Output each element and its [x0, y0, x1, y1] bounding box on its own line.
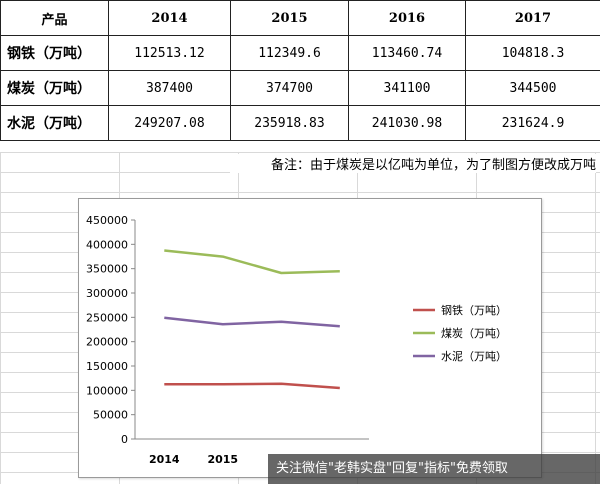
series-line-0: [164, 382, 340, 390]
row-label-coal[interactable]: 煤炭（万吨）: [0, 70, 109, 106]
y-tick-label: 200000: [86, 336, 128, 349]
row-label-steel[interactable]: 钢铁（万吨）: [0, 35, 109, 71]
y-tick-label: 300000: [86, 287, 128, 300]
table-row-cement: 水泥（万吨） 249207.08 235918.83 241030.98 231…: [0, 105, 600, 141]
legend-label-0: 钢铁（万吨）: [441, 304, 507, 317]
y-tick-label: 250000: [86, 311, 128, 324]
series-line-1: [164, 249, 340, 275]
line-chart[interactable]: 0 50000 100000 150000 200000 250000 300000 3500…: [78, 198, 542, 478]
cell-coal-2014[interactable]: 387400: [108, 70, 231, 106]
cell-cement-2016[interactable]: 241030.98: [348, 105, 466, 141]
legend-label-2: 水泥（万吨）: [441, 350, 507, 363]
data-table: 产品 2014 2015 2016 2017 钢铁（万吨） 112513.12 …: [0, 0, 600, 141]
series-line-2: [164, 316, 340, 328]
table-row-coal: 煤炭（万吨） 387400 374700 341100 344500: [0, 70, 600, 106]
cell-coal-2017[interactable]: 344500: [465, 70, 600, 106]
cell-steel-2015[interactable]: 112349.6: [230, 35, 349, 71]
cell-coal-2015[interactable]: 374700: [230, 70, 349, 106]
cell-cement-2014[interactable]: 249207.08: [108, 105, 231, 141]
header-cell-product[interactable]: 产品: [0, 0, 109, 36]
header-cell-2016[interactable]: 2016: [348, 0, 466, 36]
header-cell-2015[interactable]: 2015: [230, 0, 349, 36]
x-tick-label: 2015: [207, 453, 238, 466]
table-note: 备注：由于煤炭是以亿吨为单位，为了制图方便改成万吨: [230, 154, 596, 173]
x-tick-label: 2014: [149, 453, 180, 466]
y-tick-label: 450000: [86, 214, 128, 227]
y-tick-label: 150000: [86, 360, 128, 373]
row-label-cement[interactable]: 水泥（万吨）: [0, 105, 109, 141]
cell-steel-2016[interactable]: 113460.74: [348, 35, 466, 71]
cell-steel-2014[interactable]: 112513.12: [108, 35, 231, 71]
y-tick-label: 350000: [86, 263, 128, 276]
chart-canvas: 0 50000 100000 150000 200000 250000 300000 3500…: [86, 214, 507, 466]
header-cell-2014[interactable]: 2014: [108, 0, 231, 36]
cell-cement-2017[interactable]: 231624.9: [465, 105, 600, 141]
legend-label-1: 煤炭（万吨）: [441, 327, 507, 340]
y-tick-label: 400000: [86, 238, 128, 251]
cell-steel-2017[interactable]: 104818.3: [465, 35, 600, 71]
table-header-row: 产品 2014 2015 2016 2017: [0, 0, 600, 36]
header-cell-2017[interactable]: 2017: [465, 0, 600, 36]
y-tick-label: 0: [121, 433, 128, 446]
watermark-banner: 关注微信"老韩实盘"回复"指标"免费领取: [268, 454, 600, 484]
y-tick-label: 100000: [86, 384, 128, 397]
cell-cement-2015[interactable]: 235918.83: [230, 105, 349, 141]
table-row-steel: 钢铁（万吨） 112513.12 112349.6 113460.74 1048…: [0, 35, 600, 71]
cell-coal-2016[interactable]: 341100: [348, 70, 466, 106]
y-tick-label: 50000: [93, 409, 128, 422]
